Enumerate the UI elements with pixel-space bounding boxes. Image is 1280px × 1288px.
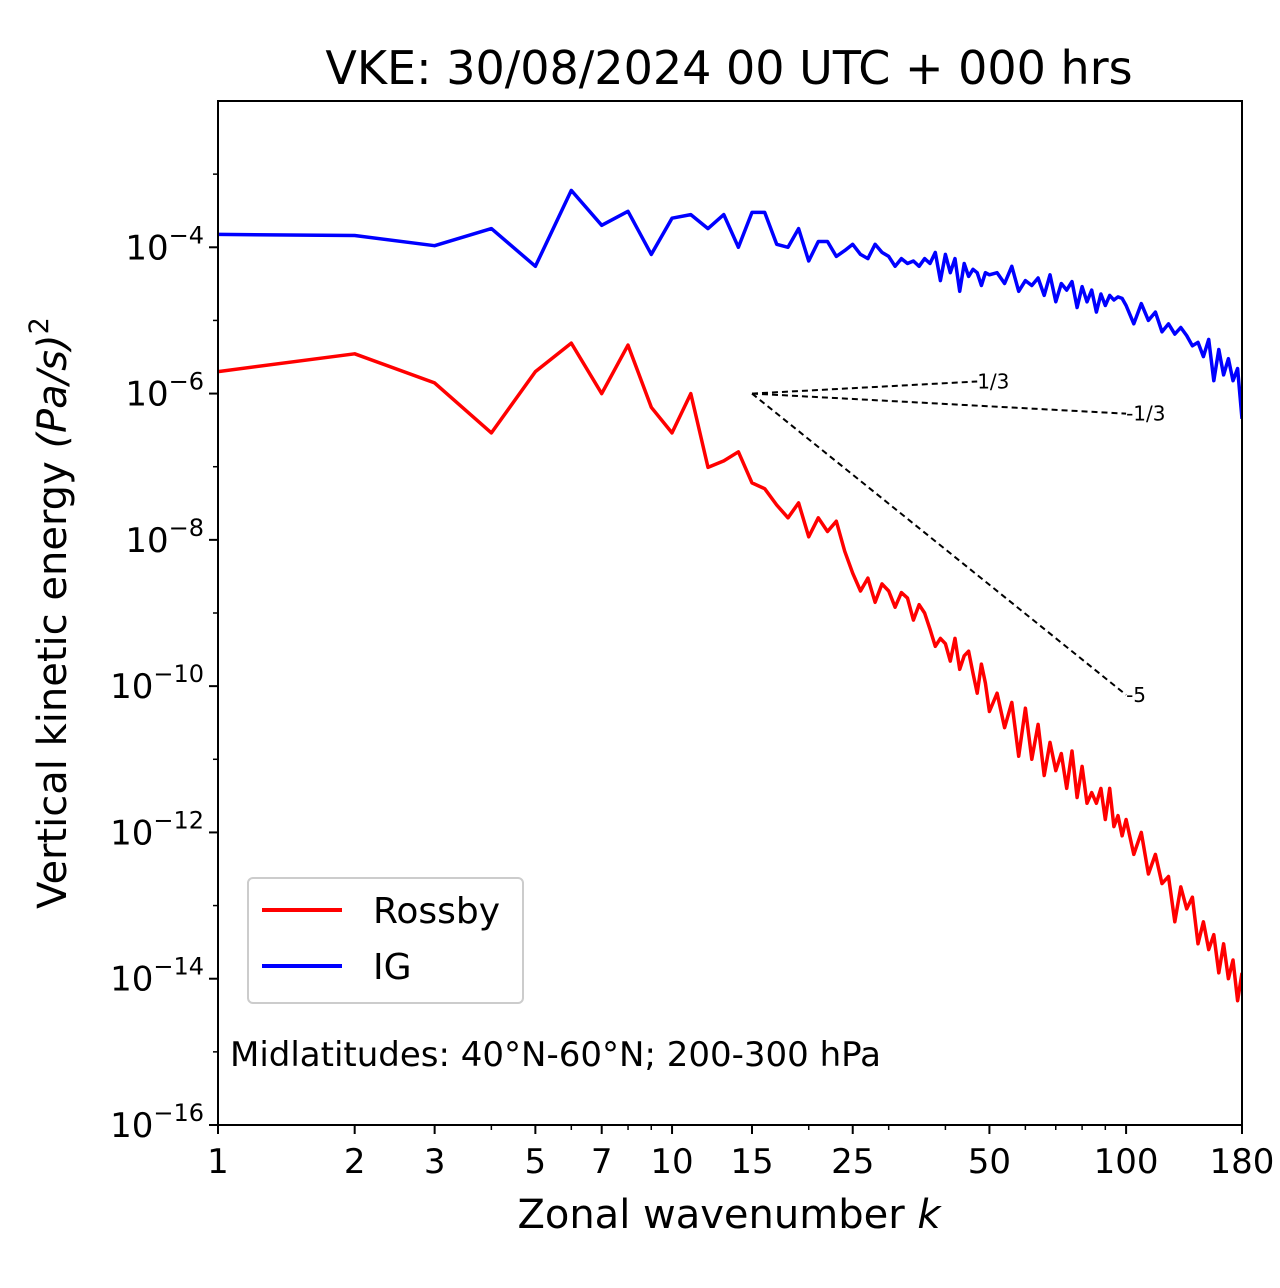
legend-label-ig: IG (373, 947, 412, 988)
series-line-ig (218, 188, 1242, 420)
x-tick-label: 15 (730, 1142, 773, 1182)
reference-lines: 1/3 -1/3 -5 (751, 369, 1166, 707)
x-tick-label: 1 (207, 1142, 229, 1182)
x-tick-label: 5 (525, 1142, 547, 1182)
y-tick-label: 10−8 (125, 514, 204, 561)
y-axis: 10−16 10−14 10−12 10−10 10−8 10−6 10−4 (110, 173, 218, 1146)
series-line-rossby (218, 341, 1242, 1003)
region-annotation: Midlatitudes: 40°N-60°N; 200-300 hPa (230, 1035, 881, 1075)
reference-line-2 (751, 392, 1127, 415)
legend-label-rossby: Rossby (373, 891, 500, 932)
x-tick-label: 3 (424, 1142, 446, 1182)
x-tick-label: 2 (344, 1142, 366, 1182)
x-tick-label: 50 (968, 1142, 1011, 1182)
y-tick-label: 10−16 (110, 1099, 204, 1146)
y-axis-label: Vertical kinetic energy (Pa/s)2 (24, 317, 76, 909)
y-tick-label: 10−14 (110, 953, 204, 1000)
y-tick-label: 10−10 (110, 660, 204, 707)
y-tick-label: 10−12 (110, 806, 204, 853)
reference-line-label-1: 1/3 (977, 369, 1009, 393)
chart-title: VKE: 30/08/2024 00 UTC + 000 hrs (325, 41, 1132, 95)
x-tick-label: 7 (591, 1142, 613, 1182)
x-axis-label-var: k (917, 1192, 942, 1238)
series-layer (218, 188, 1242, 1003)
reference-line-label-3: -5 (1126, 683, 1146, 707)
y-tick-label: 10−6 (125, 368, 204, 415)
y-axis-label-unit: (Pa/s) (30, 334, 76, 448)
reference-line-1 (751, 380, 978, 395)
x-tick-label: 25 (831, 1142, 874, 1182)
y-axis-label-text: Vertical kinetic energy (30, 461, 76, 909)
x-tick-label: 100 (1094, 1142, 1159, 1182)
reference-line-3 (751, 392, 1127, 696)
x-axis-label-text: Zonal wavenumber (517, 1192, 905, 1238)
reference-line-label-2: -1/3 (1126, 402, 1165, 426)
x-axis: 1 2 3 5 7 10 15 25 50 100 180 (207, 1125, 1274, 1182)
x-tick-label: 180 (1210, 1142, 1275, 1182)
y-axis-label-unit-exp: 2 (24, 317, 55, 334)
y-tick-label: 10−4 (125, 221, 204, 268)
legend: Rossby IG (247, 877, 524, 1004)
x-axis-label: Zonal wavenumber k (517, 1192, 942, 1238)
x-tick-label: 10 (650, 1142, 693, 1182)
